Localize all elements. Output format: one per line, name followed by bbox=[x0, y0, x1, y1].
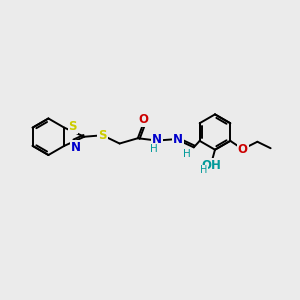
Text: N: N bbox=[71, 141, 81, 154]
Text: S: S bbox=[98, 129, 107, 142]
Text: OH: OH bbox=[202, 158, 221, 172]
Text: S: S bbox=[68, 120, 77, 133]
Text: H: H bbox=[150, 144, 157, 154]
Text: N: N bbox=[172, 133, 183, 146]
Text: H: H bbox=[200, 165, 207, 175]
Text: O: O bbox=[138, 113, 148, 126]
Text: H: H bbox=[183, 149, 191, 159]
Text: O: O bbox=[238, 142, 248, 156]
Text: N: N bbox=[152, 134, 162, 146]
